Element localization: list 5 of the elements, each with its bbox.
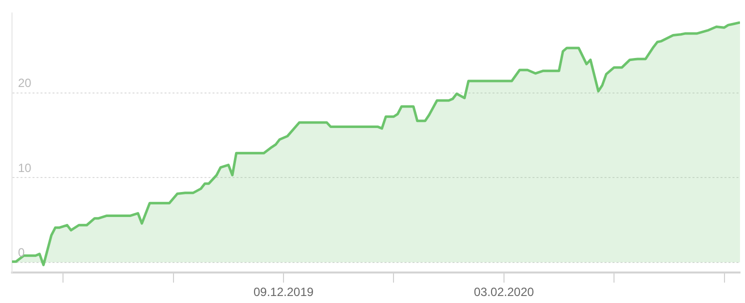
y-tick-label: 20 [18,76,32,90]
y-tick-label: 0 [18,246,25,260]
y-tick-label: 10 [18,160,32,175]
x-tick-label: 09.12.2019 [253,285,314,300]
x-tick-label: 03.02.2020 [474,285,534,300]
